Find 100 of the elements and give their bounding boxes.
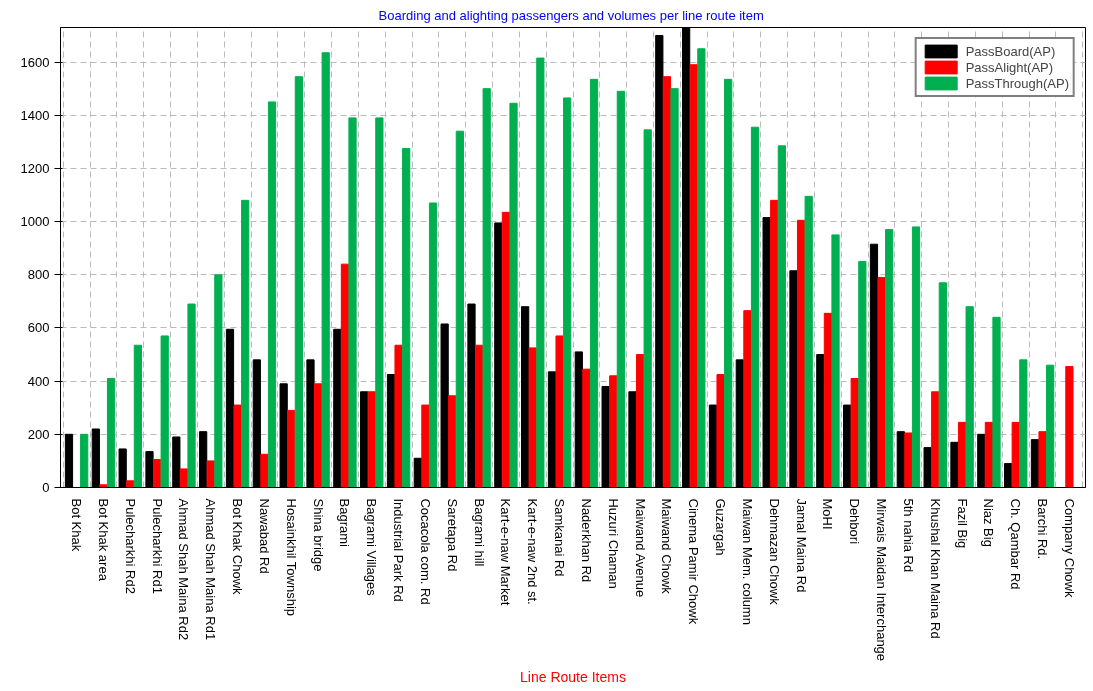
bar xyxy=(743,310,752,488)
x-tick-label: Niaz Big xyxy=(981,498,997,547)
x-axis-title: Line Route Items xyxy=(520,669,626,686)
x-tick-label: Pulecharkhi Rd1 xyxy=(149,498,165,594)
x-tick-label: Maiwan Mem. column xyxy=(739,498,755,625)
bar xyxy=(126,480,135,488)
x-tick-label: Bot Khak area xyxy=(95,498,111,582)
x-tick-label: Pulecharkhi Rd2 xyxy=(122,498,138,594)
bar xyxy=(670,88,679,488)
bar xyxy=(233,404,242,488)
y-tick-label: 1000 xyxy=(20,214,50,230)
x-tick-label: Maiwand Avenue xyxy=(632,498,648,598)
bar xyxy=(160,335,169,488)
x-tick-label: Guzargah xyxy=(713,498,729,556)
bar xyxy=(777,145,786,488)
y-tick-label: 0 xyxy=(42,480,50,495)
x-tick-label: Huzuri Chaman xyxy=(605,498,621,589)
bar xyxy=(482,88,491,488)
bar xyxy=(294,76,303,488)
bar xyxy=(589,78,599,488)
legend-label: PassAlight(AP) xyxy=(965,59,1054,75)
bar xyxy=(616,90,625,488)
x-tick-label: Fazil Big xyxy=(954,498,970,549)
bar xyxy=(214,274,223,488)
x-tick-label: Cinema Pamir Chowk xyxy=(686,498,702,625)
x-tick-label: Ch. Qambar Rd xyxy=(1008,498,1024,590)
y-tick-label: 800 xyxy=(27,267,50,283)
x-tick-label: Bagrami xyxy=(337,498,353,548)
bar xyxy=(992,316,1001,488)
bar xyxy=(563,97,572,488)
bar xyxy=(321,52,330,488)
x-tick-label: Cocacola com. Rd xyxy=(417,498,433,605)
bar xyxy=(421,404,430,488)
bar xyxy=(724,78,733,488)
bar xyxy=(187,303,196,488)
bar xyxy=(375,117,384,488)
x-tick-label: Khushal Khan Maina Rd xyxy=(927,498,943,639)
bar xyxy=(1019,359,1028,488)
x-tick-label: Bot Khak Chowk xyxy=(230,498,246,596)
legend-label: PassThrough(AP) xyxy=(965,75,1069,91)
x-tick-label: MoHI xyxy=(820,498,836,530)
x-tick-label: Mirwais Maidan Interchange xyxy=(874,498,890,662)
y-tick-label: 1200 xyxy=(20,160,50,176)
x-tick-label: Bagrami Villages xyxy=(364,498,380,597)
y-tick-label: 600 xyxy=(27,320,50,336)
bar xyxy=(858,260,867,488)
bar xyxy=(1046,364,1055,488)
bar xyxy=(931,391,940,488)
bar xyxy=(133,344,142,488)
bar xyxy=(689,64,698,488)
bar xyxy=(428,202,438,488)
x-tick-label: Hosainkhil Township xyxy=(283,498,299,617)
x-tick-label: Bagrami hill xyxy=(471,498,487,567)
bar xyxy=(877,276,886,488)
bar xyxy=(716,373,725,488)
bar xyxy=(509,102,518,488)
legend-label: PassBoard(AP) xyxy=(965,43,1056,59)
y-tick-label: 1400 xyxy=(20,107,50,123)
x-tick-label: Kart-e-naw Market xyxy=(498,498,514,606)
x-tick-label: Dehbori xyxy=(847,498,863,545)
bar xyxy=(831,234,840,488)
bar xyxy=(804,195,813,488)
bar xyxy=(1011,421,1020,488)
x-tick-label: Ahmad Shah Maina Rd1 xyxy=(203,498,219,641)
x-tick-label: Jamal Maina Rd xyxy=(793,498,809,593)
bar xyxy=(770,199,779,488)
bar xyxy=(260,453,269,488)
bar xyxy=(348,117,357,488)
bar xyxy=(938,282,947,488)
bar xyxy=(99,484,108,488)
x-tick-label: Ahmad Shah Maina Rd2 xyxy=(176,498,192,641)
x-tick-label: Saretapa Rd xyxy=(444,498,460,572)
bar xyxy=(455,130,464,488)
bar xyxy=(911,226,921,488)
bar xyxy=(241,199,250,488)
x-tick-label: Bot Khak xyxy=(69,498,85,552)
bar xyxy=(643,129,652,488)
bar xyxy=(750,126,760,488)
bar xyxy=(885,229,894,488)
x-tick-label: Maiwand Chowk xyxy=(659,498,675,595)
bar xyxy=(965,306,974,488)
y-tick-label: 1600 xyxy=(20,54,50,70)
bar xyxy=(904,432,913,488)
bar xyxy=(582,368,591,488)
x-tick-label: Kart-e-naw 2nd st. xyxy=(525,498,541,605)
bar xyxy=(267,101,277,488)
bar xyxy=(697,48,706,488)
bar xyxy=(367,391,376,488)
y-tick-label: 200 xyxy=(27,426,50,442)
bar xyxy=(555,335,564,488)
bar xyxy=(1065,366,1074,488)
bar xyxy=(448,395,457,488)
bar xyxy=(528,347,537,488)
bar xyxy=(80,433,89,488)
bar xyxy=(106,377,116,488)
bar xyxy=(1038,431,1047,488)
x-tick-label: Nawabad Rd xyxy=(256,498,272,574)
x-tick-label: 5th nahia Rd xyxy=(900,498,916,573)
x-tick-label: Naderkhan Rd xyxy=(578,498,594,583)
bar xyxy=(402,147,411,488)
